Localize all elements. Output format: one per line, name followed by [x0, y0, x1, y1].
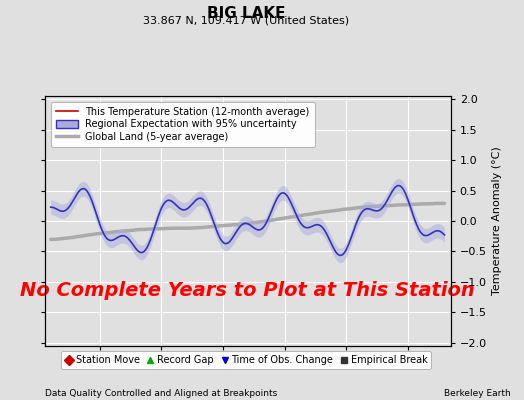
- Text: Berkeley Earth: Berkeley Earth: [444, 389, 511, 398]
- Text: 33.867 N, 109.417 W (United States): 33.867 N, 109.417 W (United States): [143, 15, 350, 25]
- Text: BIG LAKE: BIG LAKE: [207, 6, 286, 21]
- Text: Data Quality Controlled and Aligned at Breakpoints: Data Quality Controlled and Aligned at B…: [45, 389, 277, 398]
- Y-axis label: Temperature Anomaly (°C): Temperature Anomaly (°C): [493, 147, 503, 295]
- Text: No Complete Years to Plot at This Station: No Complete Years to Plot at This Statio…: [20, 282, 475, 300]
- Legend: This Temperature Station (12-month average), Regional Expectation with 95% uncer: This Temperature Station (12-month avera…: [51, 102, 314, 147]
- Legend: Station Move, Record Gap, Time of Obs. Change, Empirical Break: Station Move, Record Gap, Time of Obs. C…: [61, 351, 431, 369]
